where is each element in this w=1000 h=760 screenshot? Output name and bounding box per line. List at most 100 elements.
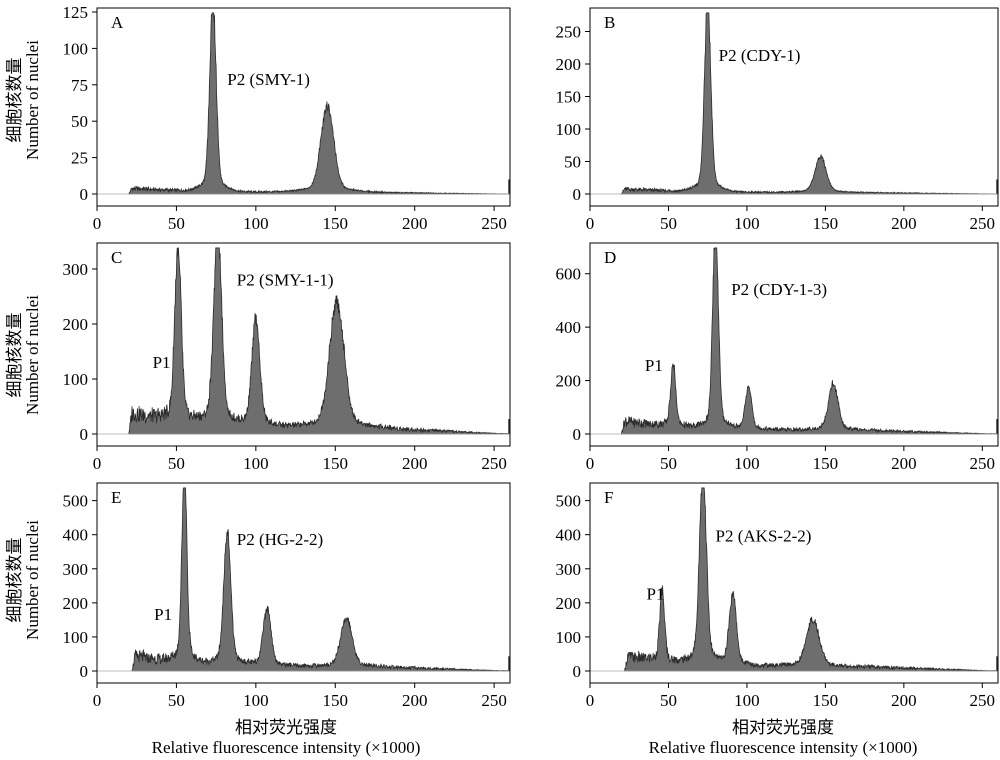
- y-axis-label-row-1: 细胞核数量 Number of nuclei: [5, 40, 42, 160]
- y-tick-label: 400: [63, 526, 89, 545]
- panels-group: 0 50 100 150 200 250 0 25 50 75 100 125 A P2 (SMY-1) 0…: [63, 3, 999, 710]
- y-tick-label: 150: [556, 88, 582, 107]
- y-tick-label: 100: [63, 39, 89, 58]
- y-axis-label-cn: 细胞核数量: [5, 538, 24, 623]
- panel-a: 0 50 100 150 200 250 0 25 50 75 100 125 A P2 (SMY-1): [63, 3, 511, 233]
- plot-frame: [589, 482, 999, 684]
- panel-letter: C: [111, 248, 122, 267]
- x-tick-label: 150: [323, 691, 349, 710]
- y-tick-label: 300: [556, 560, 582, 579]
- x-tick-label: 100: [243, 691, 269, 710]
- y-tick-label: 50: [71, 112, 88, 131]
- x-tick-label: 150: [323, 214, 349, 233]
- histogram-area: [128, 247, 511, 435]
- y-tick-label: 500: [556, 492, 582, 511]
- y-tick-label: 0: [573, 662, 582, 681]
- panel-f: 0 50 100 150 200 250 0 100 200 300 400 500 F P2 (AKS-…: [556, 482, 999, 710]
- panel-letter: F: [604, 488, 613, 507]
- y-tick-label: 250: [556, 23, 582, 42]
- histogram-area: [620, 12, 999, 195]
- y-tick-label: 75: [71, 76, 88, 95]
- x-tick-label: 50: [660, 454, 677, 473]
- x-tick-label: 50: [660, 691, 677, 710]
- x-axis-label-cn-right: 相对荧光强度: [732, 718, 834, 737]
- y-tick-label: 400: [556, 526, 582, 545]
- x-tick-label: 100: [243, 214, 269, 233]
- plot-frame: [96, 7, 511, 207]
- y-tick-label: 200: [63, 594, 89, 613]
- y-axis-label-en: Number of nuclei: [23, 520, 42, 640]
- x-tick-label: 100: [734, 214, 760, 233]
- x-tick-label: 200: [402, 214, 428, 233]
- y-tick-label: 600: [556, 265, 582, 284]
- x-axis-label-en-left: Relative fluorescence intensity (×1000): [152, 738, 421, 757]
- x-tick-label: 200: [891, 454, 917, 473]
- histogram-area: [624, 487, 999, 672]
- plot-frame: [589, 7, 999, 207]
- x-tick-label: 150: [813, 691, 839, 710]
- x-tick-label: 150: [813, 454, 839, 473]
- y-axis-label-cn: 细胞核数量: [5, 313, 24, 398]
- x-tick-label: 250: [481, 691, 507, 710]
- panel-e: 0 50 100 150 200 250 0 100 200 300 400 500 E P2 (HG-2…: [63, 482, 511, 710]
- y-tick-label: 0: [573, 185, 582, 204]
- x-tick-label: 50: [660, 214, 677, 233]
- y-tick-label: 500: [63, 492, 89, 511]
- y-tick-label: 125: [63, 3, 89, 22]
- y-tick-label: 25: [71, 149, 88, 168]
- y-tick-label: 0: [80, 425, 89, 444]
- y-tick-label: 200: [556, 594, 582, 613]
- peak-annotation: P2 (HG-2-2): [237, 530, 323, 549]
- panel-d: 0 50 100 150 200 250 0 200 400 600 D P2 (CDY-1-3) P1: [556, 242, 999, 473]
- panel-c: 0 50 100 150 200 250 0 100 200 300 C P2 (SMY-1-1) P1: [63, 242, 511, 473]
- histogram-area: [131, 487, 511, 672]
- plot-frame: [589, 242, 999, 447]
- x-tick-label: 250: [481, 454, 507, 473]
- peak-annotation: P2 (SMY-1): [227, 70, 310, 89]
- y-tick-label: 300: [63, 560, 89, 579]
- y-tick-label: 200: [63, 315, 89, 334]
- histogram-area: [620, 247, 999, 435]
- plot-frame: [96, 242, 511, 447]
- y-tick-label: 100: [63, 370, 89, 389]
- x-tick-label: 200: [402, 454, 428, 473]
- x-tick-label: 150: [813, 214, 839, 233]
- x-tick-label: 100: [734, 691, 760, 710]
- x-tick-label: 150: [323, 454, 349, 473]
- y-tick-label: 0: [573, 425, 582, 444]
- y-axis-label-en: Number of nuclei: [23, 295, 42, 415]
- peak-annotation: P1: [645, 356, 663, 375]
- panel-letter: A: [111, 13, 124, 32]
- plot-frame: [96, 482, 511, 684]
- peak-annotation: P2 (AKS-2-2): [716, 527, 812, 546]
- x-axis-label-en-right: Relative fluorescence intensity (×1000): [649, 738, 918, 757]
- x-tick-label: 200: [402, 691, 428, 710]
- y-tick-label: 0: [80, 185, 89, 204]
- panel-letter: B: [604, 13, 615, 32]
- y-tick-label: 100: [556, 628, 582, 647]
- y-tick-label: 100: [63, 628, 89, 647]
- y-axis-label-en: Number of nuclei: [23, 40, 42, 160]
- y-tick-label: 300: [63, 260, 89, 279]
- histogram-area: [128, 12, 511, 195]
- x-tick-label: 100: [734, 454, 760, 473]
- x-tick-label: 0: [586, 691, 595, 710]
- x-tick-label: 0: [93, 454, 102, 473]
- y-tick-label: 200: [556, 55, 582, 74]
- x-tick-label: 50: [168, 691, 185, 710]
- x-tick-label: 200: [891, 691, 917, 710]
- y-tick-label: 200: [556, 372, 582, 391]
- x-tick-label: 100: [243, 454, 269, 473]
- panel-letter: E: [111, 488, 121, 507]
- y-tick-label: 0: [80, 662, 89, 681]
- x-axis-label-cn-left: 相对荧光强度: [235, 718, 337, 737]
- peak-annotation: P1: [646, 584, 664, 603]
- x-tick-label: 200: [891, 214, 917, 233]
- peak-annotation: P1: [153, 353, 171, 372]
- y-tick-label: 100: [556, 120, 582, 139]
- x-tick-label: 0: [586, 214, 595, 233]
- peak-annotation: P2 (CDY-1-3): [731, 280, 827, 299]
- x-tick-label: 250: [970, 454, 996, 473]
- peak-annotation: P2 (SMY-1-1): [237, 271, 334, 290]
